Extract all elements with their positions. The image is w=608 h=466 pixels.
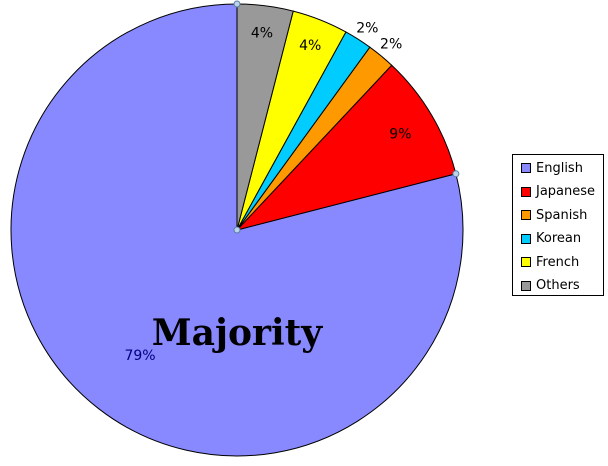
data-label-spanish: 2%: [380, 37, 402, 53]
selection-handle-0: [233, 226, 241, 234]
data-label-japanese: 9%: [389, 126, 411, 142]
legend-label-others: Others: [536, 278, 580, 293]
legend-label-french: French: [536, 254, 580, 270]
data-label-french: 4%: [299, 38, 321, 54]
pie-slice-japanese: [235, 64, 457, 231]
legend-swatch-french: [521, 257, 531, 267]
legend-item-english: English: [521, 159, 583, 177]
legend-label-english: English: [536, 160, 583, 176]
data-label-english: 79%: [124, 348, 155, 364]
legend-label-korean: Korean: [536, 231, 582, 246]
legend-item-korean: Korean: [521, 230, 581, 248]
legend-item-french: French: [521, 253, 579, 271]
legend-item-japanese: Japanese: [521, 183, 595, 201]
data-label-others: 4%: [251, 26, 273, 42]
legend: English Japanese Spanish Korean French Others: [512, 154, 604, 296]
majority-annotation: Majority: [152, 312, 323, 354]
legend-swatch-english: [521, 163, 531, 173]
legend-swatch-spanish: [521, 210, 531, 220]
legend-swatch-others: [521, 280, 531, 291]
legend-swatch-japanese: [521, 186, 531, 197]
legend-label-spanish: Spanish: [536, 207, 588, 223]
data-label-korean: 2%: [356, 21, 378, 37]
legend-label-japanese: Japanese: [536, 184, 596, 199]
legend-item-spanish: Spanish: [521, 206, 587, 224]
legend-swatch-korean: [521, 233, 531, 244]
selection-handle-2: [452, 170, 460, 178]
pie-data-labels: 79% 9% 2%2% 4% 4%: [124, 21, 411, 364]
legend-item-others: Others: [521, 277, 580, 295]
selection-handle-1: [233, 0, 241, 8]
pie-slices: [10, 0, 464, 457]
